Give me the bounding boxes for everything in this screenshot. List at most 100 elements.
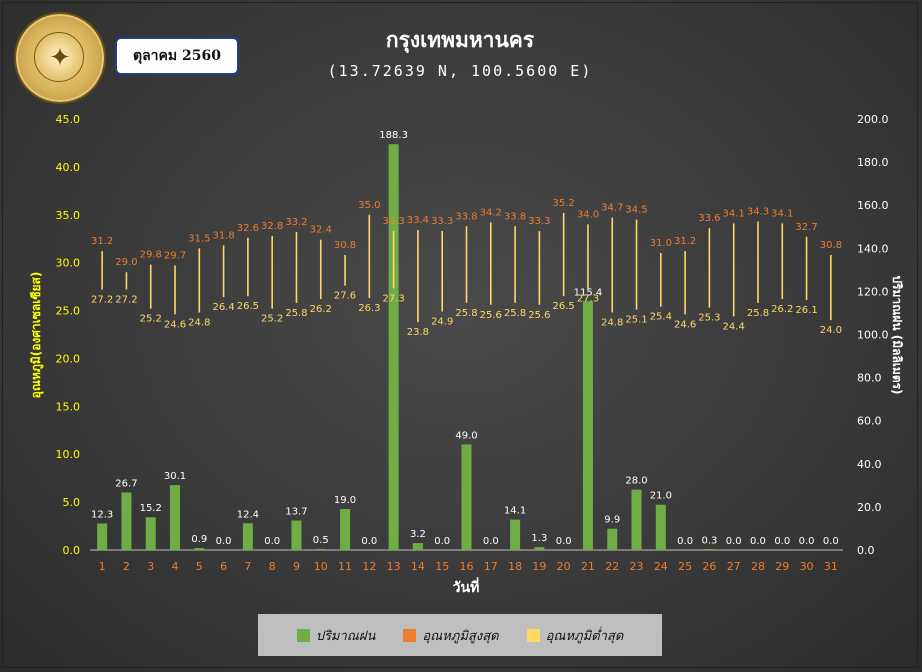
x-tick-label: 10 <box>314 560 328 573</box>
temp-min-data-label: 25.6 <box>480 310 502 321</box>
y-tick-right: 20.0 <box>857 501 882 514</box>
temp-min-data-label: 26.2 <box>310 304 332 315</box>
temp-min-data-label: 27.3 <box>577 294 599 305</box>
y-tick-left: 25.0 <box>56 305 81 318</box>
x-tick-label: 21 <box>581 560 595 573</box>
temp-min-data-label: 24.8 <box>188 317 210 328</box>
chart-legend: ปริมาณฝน อุณหภูมิสูงสุด อุณหภูมิต่ำสุด <box>258 614 662 656</box>
rain-bar <box>631 489 642 550</box>
x-tick-label: 2 <box>123 560 130 573</box>
temp-max-data-label: 31.2 <box>674 236 696 247</box>
temp-min-data-label: 26.1 <box>795 305 817 316</box>
temp-max-data-label: 34.0 <box>577 209 599 220</box>
x-tick-label: 11 <box>338 560 352 573</box>
temp-max-data-label: 34.1 <box>771 208 793 219</box>
temp-min-data-label: 27.2 <box>91 294 113 305</box>
x-tick-label: 5 <box>196 560 203 573</box>
temp-max-data-label: 34.7 <box>601 203 623 214</box>
temp-max-data-label: 29.8 <box>140 250 162 261</box>
y-tick-left: 15.0 <box>56 400 81 413</box>
rain-data-label: 3.2 <box>410 529 426 540</box>
rain-bar <box>145 517 156 550</box>
temp-min-data-label: 25.8 <box>747 308 769 319</box>
x-tick-label: 19 <box>532 560 546 573</box>
temp-max-data-label: 31.5 <box>188 233 210 244</box>
x-tick-label: 27 <box>727 560 741 573</box>
rain-data-label: 0.0 <box>750 536 766 547</box>
legend-label-min: อุณหภูมิต่ำสุด <box>545 628 624 644</box>
temp-min-data-label: 26.5 <box>553 301 575 312</box>
x-tick-label: 14 <box>411 560 425 573</box>
meteorological-department-logo: ✦ <box>14 12 106 104</box>
legend-item-max: อุณหภูมิสูงสุด <box>403 625 499 646</box>
y-tick-left: 0.0 <box>63 544 81 557</box>
legend-item-min: อุณหภูมิต่ำสุด <box>526 625 624 646</box>
temp-max-data-label: 32.6 <box>237 223 259 234</box>
temp-max-data-label: 34.2 <box>480 207 502 218</box>
temp-min-data-label: 27.3 <box>382 294 404 305</box>
logo-emblem <box>34 32 84 82</box>
temp-min-data-label: 25.2 <box>261 314 283 325</box>
rain-bar <box>388 144 399 550</box>
temp-max-data-label: 35.0 <box>358 200 380 211</box>
rain-data-label: 0.0 <box>774 536 790 547</box>
x-tick-label: 18 <box>508 560 522 573</box>
rain-data-label: 0.0 <box>799 536 815 547</box>
rain-bar <box>121 492 132 550</box>
temp-max-data-label: 32.4 <box>310 225 332 236</box>
legend-item-rain: ปริมาณฝน <box>296 625 375 646</box>
y-tick-left: 10.0 <box>56 448 81 461</box>
rain-bar <box>607 528 618 550</box>
rain-data-label: 21.0 <box>650 491 672 502</box>
y-axis-left-label: อุณหภูมิ(องศาเซลเซียส) <box>29 272 44 399</box>
rain-bar <box>315 548 326 550</box>
rain-data-label: 0.0 <box>556 536 572 547</box>
temp-min-data-label: 26.4 <box>212 302 234 313</box>
rain-bar <box>704 549 715 550</box>
rain-bar <box>97 523 108 550</box>
rain-bar <box>340 509 351 550</box>
rain-data-label: 115.4 <box>574 287 603 298</box>
y-tick-right: 40.0 <box>857 458 882 471</box>
rain-bar <box>510 519 521 550</box>
rain-data-label: 0.0 <box>677 536 693 547</box>
rain-bar <box>242 523 253 550</box>
y-tick-right: 100.0 <box>857 329 889 342</box>
temp-max-data-label: 33.2 <box>285 217 307 228</box>
temp-max-data-label: 34.1 <box>723 208 745 219</box>
rain-bar <box>291 520 302 550</box>
x-tick-label: 31 <box>824 560 838 573</box>
rain-data-label: 49.0 <box>455 430 477 441</box>
rain-data-label: 12.3 <box>91 509 113 520</box>
rain-data-label: 13.7 <box>285 506 307 517</box>
y-tick-right: 0.0 <box>857 544 875 557</box>
temp-min-data-label: 27.6 <box>334 291 356 302</box>
y-tick-right: 200.0 <box>857 113 889 126</box>
temp-max-data-label: 31.0 <box>650 238 672 249</box>
y-tick-left: 35.0 <box>56 209 81 222</box>
temp-max-data-label: 33.8 <box>455 211 477 222</box>
month-badge: ตุลาคม 2560 <box>115 37 239 75</box>
y-axis-right-label: ปริมาณฝน (มิลลิเมตร) <box>890 275 904 394</box>
temp-min-data-label: 26.5 <box>237 301 259 312</box>
x-tick-label: 13 <box>387 560 401 573</box>
y-tick-right: 140.0 <box>857 242 889 255</box>
temp-min-data-label: 24.9 <box>431 317 453 328</box>
y-tick-left: 30.0 <box>56 257 81 270</box>
y-tick-left: 40.0 <box>56 161 81 174</box>
legend-swatch-rain <box>296 628 310 642</box>
temp-max-data-label: 29.0 <box>115 257 137 268</box>
rain-data-label: 0.0 <box>823 536 839 547</box>
legend-swatch-min <box>526 628 540 642</box>
x-tick-label: 7 <box>244 560 251 573</box>
temp-max-data-label: 32.8 <box>261 221 283 232</box>
x-tick-label: 6 <box>220 560 227 573</box>
temp-min-data-label: 24.6 <box>164 319 186 330</box>
temp-max-data-label: 33.4 <box>407 215 429 226</box>
temp-min-data-label: 26.2 <box>771 304 793 315</box>
temp-max-data-label: 33.3 <box>382 216 404 227</box>
temp-min-data-label: 25.2 <box>140 314 162 325</box>
temp-min-data-label: 25.3 <box>698 313 720 324</box>
